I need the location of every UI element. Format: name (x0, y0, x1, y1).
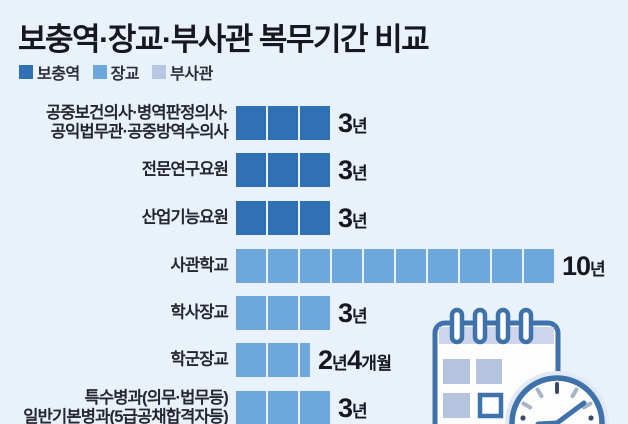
bar-segment (524, 249, 554, 283)
bar-segments (236, 343, 310, 377)
legend-item-bochungyeok: 보충역 (19, 60, 80, 84)
bar-segment (300, 391, 330, 424)
bar-segment (364, 249, 394, 283)
row-label: 특수병과(의무·법무등) 일반기본병과(5급공채합격자등) (23, 389, 229, 424)
legend-label: 보충역 (37, 66, 80, 83)
bar-segment (300, 106, 330, 140)
bar-segment (492, 249, 522, 283)
chart-row: 학군장교 2 년 4 개월 (0, 343, 628, 377)
row-label: 사관학교 (170, 256, 228, 275)
chart-row: 특수병과(의무·법무등) 일반기본병과(5급공채합격자등) 3 년 (0, 389, 628, 424)
bar-segment (236, 343, 266, 377)
legend-label: 장교 (110, 66, 140, 83)
bar-segment (268, 201, 298, 235)
bar-segment (236, 201, 266, 235)
bar-segment (460, 249, 490, 283)
chart-row: 학사장교 3 년 (0, 296, 628, 330)
bar-segment (268, 296, 298, 330)
bar-segment (236, 391, 266, 424)
row-label: 공중보건의사·병역판정의사· 공익법무관·공중방역수의사 (46, 104, 229, 141)
legend-swatch-icon (19, 65, 33, 79)
bar-segment-partial (300, 343, 310, 377)
calendar-selected-day-icon (477, 392, 504, 419)
bar-segment (236, 296, 266, 330)
legend-swatch-icon (92, 65, 107, 79)
bar-segment (300, 249, 330, 283)
calendar-rings-icon (449, 307, 534, 345)
bar-segments (236, 249, 554, 283)
bar-segment (332, 249, 362, 283)
bar-segment (396, 249, 426, 283)
bar-segment (236, 106, 266, 140)
row-label: 학군장교 (170, 350, 228, 369)
bar-segment (236, 153, 266, 187)
bar-segments (236, 201, 330, 235)
bar-segment (300, 201, 330, 235)
bar-segment (300, 153, 330, 187)
bar-segment (268, 249, 298, 283)
calendar-day-squares (443, 359, 502, 418)
row-label: 산업기능요원 (141, 208, 229, 227)
bar-segments (236, 153, 330, 187)
bar-segments (236, 391, 330, 424)
chart-row: 전문연구요원 3 년 (0, 153, 628, 187)
chart-row: 사관학교 10 년 (0, 249, 628, 283)
bar-segment (268, 391, 298, 424)
row-label: 전문연구요원 (141, 160, 229, 179)
bar-segment (268, 106, 298, 140)
bar-segment (268, 153, 298, 187)
bar-segment (268, 343, 298, 377)
bar-segment (428, 249, 458, 283)
bar-segment (300, 296, 330, 330)
bar-segments (236, 296, 330, 330)
bar-value-label: 10 년 (562, 250, 606, 281)
clock-icon (505, 371, 609, 424)
bar-segment (236, 249, 266, 283)
row-label: 학사장교 (170, 303, 228, 322)
chart-row: 공중보건의사·병역판정의사· 공익법무관·공중방역수의사 3 년 (0, 104, 628, 141)
bar-segments (236, 106, 330, 140)
chart-row: 산업기능요원 3 년 (0, 201, 628, 235)
legend: 보충역 장교 부사관 (19, 60, 213, 84)
legend-swatch-icon (152, 65, 167, 79)
bar-value-label: 2 년 4 개월 (318, 344, 392, 375)
legend-label: 부사관 (170, 66, 213, 83)
page-title: 보충역·장교·부사관 복무기간 비교 (18, 22, 430, 57)
legend-item-janggyo: 장교 (92, 60, 140, 84)
legend-item-busagwan: 부사관 (152, 60, 213, 84)
calendar-clock-illustration (432, 307, 609, 424)
